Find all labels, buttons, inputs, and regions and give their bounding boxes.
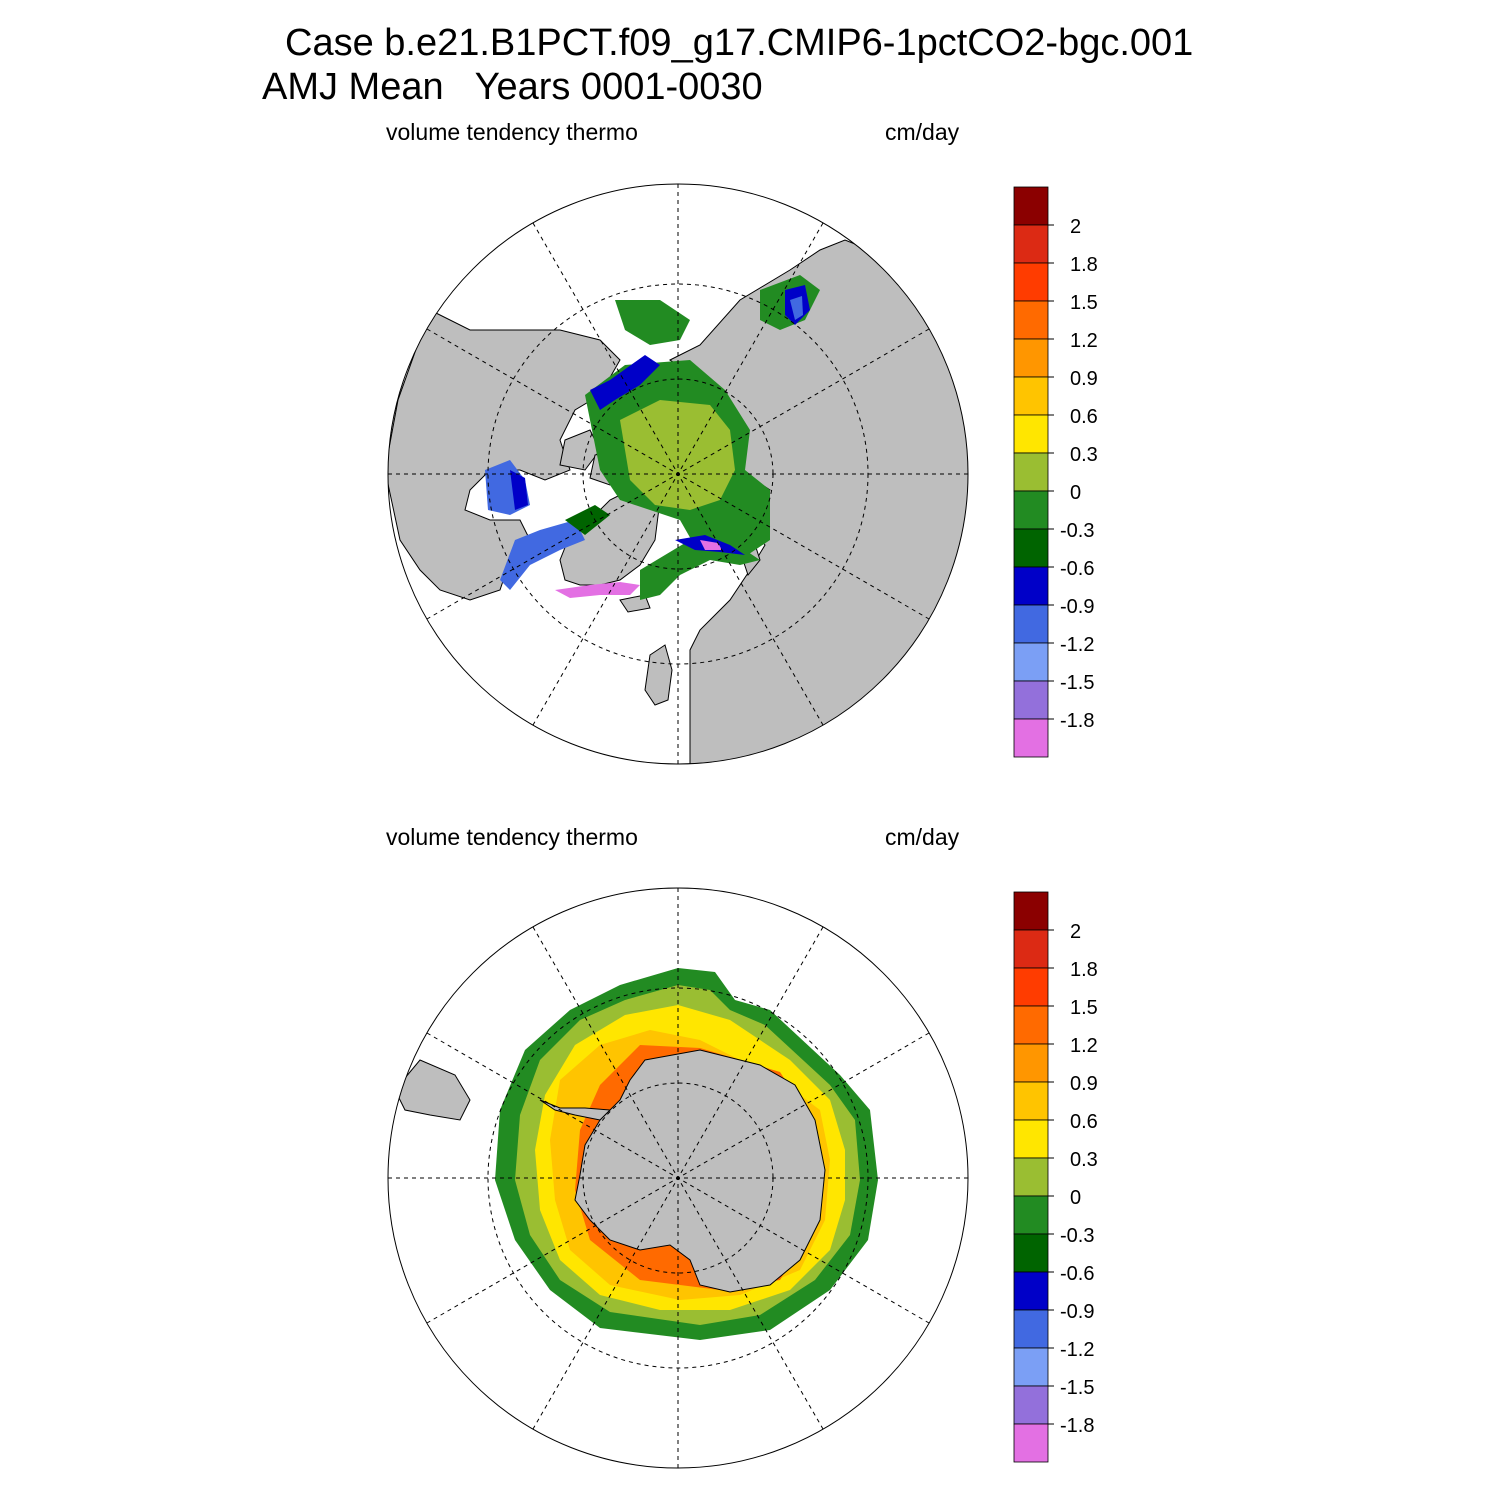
north-colorbar-label: 0.3 (1070, 444, 1098, 466)
south-colorbar-label: 1.5 (1070, 997, 1098, 1019)
north-colorbar-swatch (1013, 642, 1049, 682)
south-colorbar-swatch (1013, 891, 1049, 931)
south-units-label: cm/day (885, 824, 960, 850)
south-colorbar-label: -0.3 (1060, 1225, 1094, 1247)
north-variable-label: volume tendency thermo (386, 119, 638, 145)
south-colorbar-label: -1.5 (1060, 1377, 1094, 1399)
north-polar-map (387, 183, 969, 765)
north-colorbar-swatch (1013, 338, 1049, 378)
south-colorbar-label: 1.8 (1070, 959, 1098, 981)
north-ice-field (485, 275, 820, 600)
north-colorbar-label: 1.2 (1070, 330, 1098, 352)
north-colorbar-swatch (1013, 604, 1049, 644)
north-colorbar-label: 0 (1070, 482, 1081, 504)
north-colorbar-swatch (1013, 414, 1049, 454)
south-land (394, 1049, 826, 1293)
figure-title-case: Case b.e21.B1PCT.f09_g17.CMIP6-1pctCO2-b… (285, 22, 1194, 64)
north-colorbar-label: -1.2 (1060, 634, 1094, 656)
north-colorbar-swatch (1013, 376, 1049, 416)
south-colorbar-label: 2 (1070, 921, 1081, 943)
south-colorbar-label: -0.9 (1060, 1301, 1094, 1323)
north-colorbar-swatch (1013, 186, 1049, 226)
north-colorbar-swatch (1013, 718, 1049, 758)
north-colorbar-label: -0.6 (1060, 558, 1094, 580)
south-colorbar: 2 1.8 1.5 1.2 0.9 0.6 0.3 0 -0.3 -0.6 -0.9 -1.2 -1.5… (1013, 891, 1098, 1463)
south-colorbar-label: 0.6 (1070, 1111, 1098, 1133)
south-variable-label: volume tendency thermo (386, 824, 638, 850)
south-colorbar-swatch (1013, 1157, 1049, 1197)
north-colorbar-swatch (1013, 566, 1049, 606)
south-colorbar-swatch (1013, 1309, 1049, 1349)
south-graticule (388, 888, 968, 1468)
south-map-border (387, 887, 969, 1469)
south-polar-map (387, 887, 969, 1469)
south-colorbar-swatch (1013, 1347, 1049, 1387)
south-colorbar-label: -1.2 (1060, 1339, 1094, 1361)
north-colorbar-label: -1.8 (1060, 710, 1094, 732)
north-colorbar-label: 1.5 (1070, 292, 1098, 314)
north-map-border (387, 183, 969, 765)
north-colorbar-label: -1.5 (1060, 672, 1094, 694)
north-colorbar-swatch (1013, 452, 1049, 492)
north-colorbar-label: 1.8 (1070, 254, 1098, 276)
north-colorbar-label: 2 (1070, 216, 1081, 238)
north-colorbar-swatch (1013, 528, 1049, 568)
north-colorbar-swatch (1013, 490, 1049, 530)
north-colorbar-label: 0.9 (1070, 368, 1098, 390)
south-colorbar-label: 0 (1070, 1187, 1081, 1209)
south-colorbar-swatch (1013, 1005, 1049, 1045)
south-colorbar-swatch (1013, 1385, 1049, 1425)
north-colorbar-label: 0.6 (1070, 406, 1098, 428)
north-colorbar-label: -0.9 (1060, 596, 1094, 618)
north-colorbar-label: -0.3 (1060, 520, 1094, 542)
north-colorbar-swatch (1013, 224, 1049, 264)
south-colorbar-swatch (1013, 1233, 1049, 1273)
south-colorbar-swatch (1013, 1119, 1049, 1159)
figure-title-period: AMJ Mean Years 0001-0030 (262, 66, 763, 108)
north-colorbar-swatch (1013, 262, 1049, 302)
north-units-label: cm/day (885, 119, 960, 145)
north-colorbar-swatch (1013, 680, 1049, 720)
south-colorbar-swatch (1013, 967, 1049, 1007)
south-colorbar-swatch (1013, 1195, 1049, 1235)
south-colorbar-swatch (1013, 1043, 1049, 1083)
north-colorbar: 2 1.8 1.5 1.2 0.9 0.6 0.3 0 -0.3 -0.6 -0.9 -1.2 -1.5… (1013, 186, 1098, 758)
north-graticule (388, 184, 968, 764)
south-colorbar-swatch (1013, 1271, 1049, 1311)
south-colorbar-swatch (1013, 1081, 1049, 1121)
south-colorbar-label: -1.8 (1060, 1415, 1094, 1437)
north-colorbar-swatch (1013, 300, 1049, 340)
south-colorbar-swatch (1013, 1423, 1049, 1463)
south-colorbar-label: 1.2 (1070, 1035, 1098, 1057)
south-colorbar-swatch (1013, 929, 1049, 969)
south-colorbar-label: 0.3 (1070, 1149, 1098, 1171)
south-colorbar-label: 0.9 (1070, 1073, 1098, 1095)
south-colorbar-label: -0.6 (1060, 1263, 1094, 1285)
